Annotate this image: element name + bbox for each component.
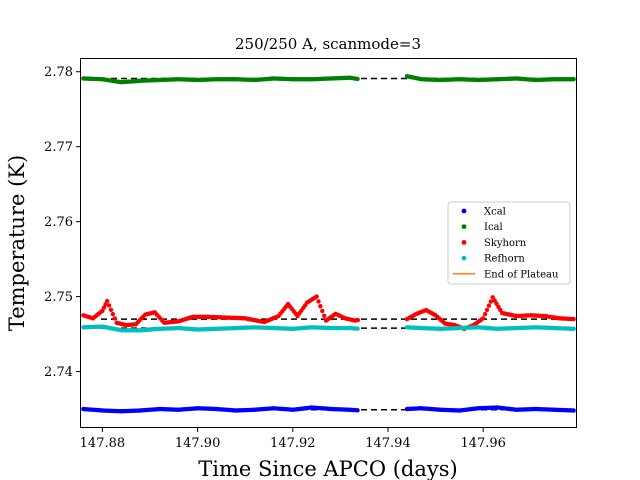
x-tick-label: 147.92 <box>270 436 316 451</box>
series-skyhorn <box>81 294 576 332</box>
legend-marker <box>461 255 467 261</box>
x-tick-label: 147.94 <box>365 436 411 451</box>
legend-marker <box>461 240 467 245</box>
x-tick-label: 147.90 <box>175 436 221 451</box>
data-point-skyhorn <box>355 317 361 323</box>
data-point-skyhorn <box>494 301 499 306</box>
legend-label: Refhorn <box>484 254 525 265</box>
legend-label: Ical <box>484 222 503 233</box>
data-point-ical <box>355 76 360 82</box>
legend-box <box>447 201 571 285</box>
data-point-skyhorn <box>106 303 112 308</box>
data-point-skyhorn <box>496 304 501 309</box>
y-axis: 2.74 2.75 2.76 2.77 2.78 <box>44 65 81 380</box>
data-point-skyhorn <box>484 307 490 313</box>
x-axis: 147.88 147.90 147.92 147.94 147.96 <box>80 427 506 451</box>
data-point-skyhorn <box>316 299 321 304</box>
data-point-ical <box>571 77 576 82</box>
legend-marker <box>461 224 467 230</box>
legend-label: End of Plateau <box>484 269 559 280</box>
data-point-xcal <box>571 408 576 413</box>
data-point-skyhorn <box>108 307 114 312</box>
data-point-skyhorn <box>488 299 493 304</box>
data-point-skyhorn <box>322 313 327 318</box>
x-tick-label: 147.96 <box>460 436 506 451</box>
y-tick-label: 2.74 <box>44 365 73 380</box>
legend-label: Xcal <box>484 207 506 218</box>
data-point-skyhorn <box>490 295 495 300</box>
chart-title: 250/250 A, scanmode=3 <box>235 35 421 53</box>
data-point-skyhorn <box>110 311 116 317</box>
data-point-skyhorn <box>480 316 486 321</box>
data-point-skyhorn <box>318 303 323 309</box>
data-point-skyhorn <box>104 298 110 304</box>
x-tick-label: 147.88 <box>80 436 126 451</box>
data-point-skyhorn <box>112 316 117 321</box>
series-ical <box>81 74 576 85</box>
legend-label: Skyhorn <box>484 238 527 249</box>
data-point-skyhorn <box>100 308 105 314</box>
data-point-skyhorn <box>486 303 492 308</box>
legend: Xcal Ical Skyhorn Refhorn End of Plateau <box>447 201 571 285</box>
y-axis-label: Temperature (K) <box>5 155 29 331</box>
y-tick-label: 2.75 <box>44 290 73 305</box>
plot-area <box>81 74 576 414</box>
plot-frame <box>80 58 577 428</box>
data-point-skyhorn <box>314 294 319 299</box>
data-point-skyhorn <box>482 311 488 317</box>
data-point-skyhorn <box>571 316 576 322</box>
series-refhorn <box>81 324 576 333</box>
y-tick-label: 2.78 <box>44 65 73 80</box>
data-point-skyhorn <box>498 307 503 313</box>
legend-marker <box>461 208 467 214</box>
y-tick-label: 2.77 <box>44 140 73 155</box>
data-point-refhorn <box>571 326 576 332</box>
data-point-refhorn <box>355 326 360 331</box>
x-axis-label: Time Since APCO (days) <box>198 457 457 480</box>
y-tick-label: 2.76 <box>44 215 73 230</box>
data-point-xcal <box>355 408 360 413</box>
series-xcal <box>81 405 576 414</box>
data-point-skyhorn <box>101 305 107 310</box>
data-point-skyhorn <box>320 308 325 314</box>
